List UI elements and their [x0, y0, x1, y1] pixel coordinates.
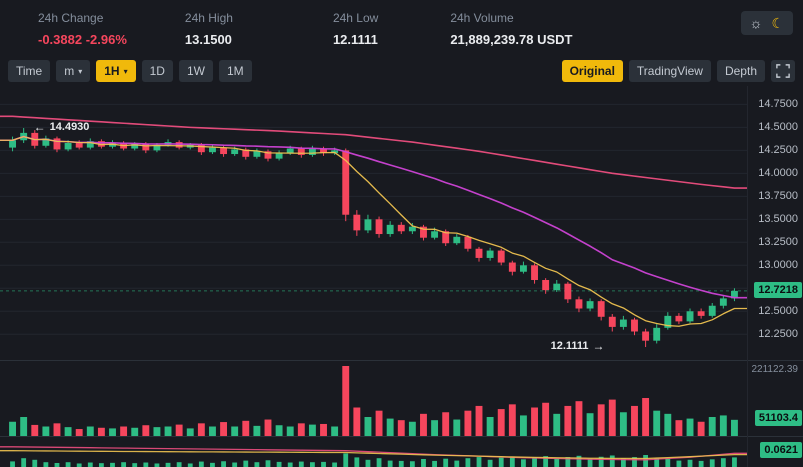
stat-24h-volume: 24h Volume 21,889,239.78 USDT — [450, 11, 572, 47]
stat-value: 12.1111 — [332, 32, 378, 47]
price-axis-label: 14.2500 — [758, 144, 798, 157]
stat-label: 24h Low — [332, 11, 379, 25]
price-axis-label: 14.5000 — [758, 121, 798, 134]
low-price-label: 12.1111 — [550, 340, 589, 353]
stat-24h-high: 24h High 13.1500 — [185, 11, 233, 47]
price-chart-canvas[interactable] — [0, 86, 747, 360]
candles-layer — [9, 128, 738, 348]
arrow-right-icon: → — [592, 339, 605, 354]
low-price-annotation: 12.1111 → — [551, 339, 605, 353]
stat-label: 24h Change — [38, 11, 104, 25]
stats-header: 24h Change -0.3882 -2.96% 24h High 13.15… — [0, 0, 803, 56]
last-volume-badge: 51103.4 — [754, 409, 802, 426]
price-axis-label: 12.5000 — [758, 305, 798, 318]
fullscreen-icon — [776, 64, 790, 78]
interval-button-time[interactable]: Time — [8, 60, 51, 82]
stat-value: 21,889,239.78 USDT — [450, 32, 573, 47]
chart-view-switcher: Original TradingView Depth — [561, 60, 795, 82]
interval-button-1d[interactable]: 1D — [141, 60, 173, 82]
indicator-value-badge: 0.0621 — [760, 442, 802, 458]
volume-chart-canvas[interactable] — [0, 361, 747, 436]
view-button-original[interactable]: Original — [561, 60, 623, 82]
price-axis-label: 13.5000 — [758, 213, 798, 226]
price-axis-label: 13.7500 — [758, 190, 798, 203]
arrow-left-icon: ← — [33, 120, 46, 135]
price-axis-label: 14.7500 — [758, 98, 798, 111]
panel-divider — [0, 360, 803, 361]
high-price-annotation: ← 14.4930 — [34, 120, 90, 134]
chevron-down-icon: ▾ — [78, 67, 83, 76]
moon-icon[interactable]: ☾ — [771, 14, 784, 31]
fullscreen-button[interactable] — [771, 60, 795, 82]
stat-24h-change: 24h Change -0.3882 -2.96% — [38, 11, 127, 47]
chevron-down-icon: ▾ — [123, 67, 128, 76]
stat-label: 24h Volume — [450, 11, 514, 25]
stat-24h-low: 24h Low 12.1111 — [333, 11, 378, 47]
stat-value: -0.3882 -2.96% — [38, 32, 127, 47]
high-price-label: 14.4930 — [49, 121, 90, 134]
last-price-badge: 12.7218 — [754, 281, 802, 298]
stat-value: 13.1500 — [184, 32, 232, 47]
interval-button-1m[interactable]: 1M — [218, 60, 252, 82]
price-axis-label: 13.2500 — [758, 236, 798, 249]
interval-dropdown-minutes[interactable]: m ▾ — [56, 60, 91, 82]
interval-button-1w[interactable]: 1W — [178, 60, 213, 82]
stat-label: 24h High — [184, 11, 233, 25]
indicator-chart-canvas[interactable] — [0, 437, 747, 467]
price-axis: 14.7500 14.5000 14.2500 14.0000 13.7500 13.50… — [747, 86, 803, 467]
price-axis-label: 13.0000 — [758, 259, 798, 272]
price-axis-label: 14.0000 — [758, 167, 798, 180]
interval-dropdown-1h[interactable]: 1H ▾ — [96, 60, 136, 82]
sun-icon[interactable]: ☼ — [749, 15, 763, 31]
view-button-tradingview[interactable]: TradingView — [628, 60, 711, 82]
volume-axis-max-label: 221122.39 — [751, 364, 798, 375]
view-button-depth[interactable]: Depth — [716, 60, 765, 82]
panel-divider — [0, 436, 803, 437]
price-axis-label: 12.2500 — [758, 328, 798, 341]
chart-area: 14.7500 14.5000 14.2500 14.0000 13.7500 13.50… — [0, 86, 803, 467]
chart-toolbar: Time m ▾ 1H ▾ 1D 1W 1M Original TradingV… — [0, 56, 803, 86]
theme-toggle[interactable]: ☼ ☾ — [740, 11, 793, 35]
